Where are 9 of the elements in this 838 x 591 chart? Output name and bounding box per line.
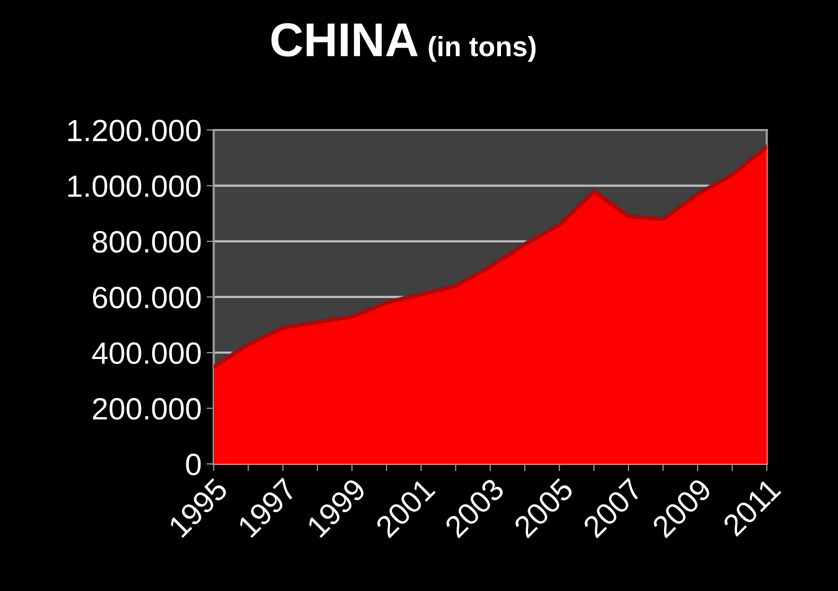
y-tick-label: 1.000.000 xyxy=(68,175,201,198)
y-tick-label: 0 xyxy=(186,454,201,476)
chart-title: CHINA xyxy=(271,23,418,57)
y-tick-label: 200.000 xyxy=(92,398,201,420)
y-tick-label: 600.000 xyxy=(92,286,201,308)
y-tick-label: 1.200.000 xyxy=(68,120,201,142)
y-tick-label: 800.000 xyxy=(92,231,201,253)
chart-subtitle: (in tons) xyxy=(428,36,536,62)
y-tick-label: 400.000 xyxy=(92,342,201,364)
